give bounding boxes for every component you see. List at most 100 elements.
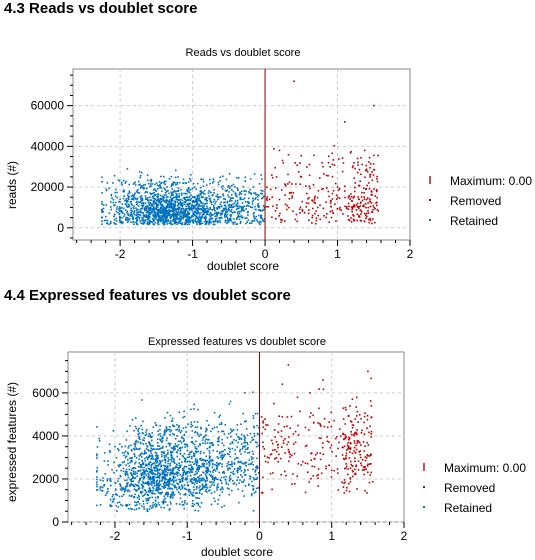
data-point — [151, 477, 153, 480]
data-point — [114, 201, 117, 204]
data-point — [344, 406, 347, 409]
data-point — [147, 196, 149, 199]
data-point — [167, 214, 169, 217]
data-point — [217, 444, 220, 446]
data-point — [160, 460, 162, 463]
data-point — [133, 472, 135, 474]
data-point — [178, 425, 180, 427]
data-point — [150, 183, 152, 185]
data-point — [198, 468, 200, 470]
data-point — [138, 470, 141, 472]
data-point — [264, 428, 266, 431]
data-point — [149, 435, 152, 438]
data-point — [174, 217, 177, 220]
data-point — [122, 488, 124, 491]
data-point — [251, 201, 254, 203]
data-point — [169, 496, 172, 498]
data-point — [309, 392, 311, 394]
data-point — [138, 201, 140, 203]
data-point — [122, 179, 125, 182]
data-point — [256, 219, 258, 221]
data-point — [192, 222, 195, 224]
data-point — [191, 440, 193, 443]
data-point — [119, 221, 121, 224]
data-point — [330, 411, 332, 414]
data-point — [128, 183, 130, 186]
data-point — [165, 478, 167, 481]
data-point — [119, 216, 121, 218]
data-point — [347, 218, 350, 221]
data-point — [224, 212, 227, 215]
data-point — [144, 220, 146, 222]
data-point — [168, 481, 171, 483]
data-point — [124, 474, 127, 477]
data-point — [313, 201, 315, 204]
data-point — [286, 208, 288, 211]
data-point — [205, 463, 208, 465]
data-point — [162, 199, 164, 202]
data-point — [190, 451, 192, 453]
data-point — [150, 202, 152, 205]
data-point — [203, 471, 205, 474]
data-point — [246, 221, 248, 223]
data-point — [130, 484, 132, 486]
data-point — [254, 471, 256, 473]
data-point — [157, 497, 159, 499]
data-point — [206, 429, 208, 431]
data-point — [244, 176, 247, 178]
data-point — [211, 478, 214, 481]
data-point — [367, 202, 369, 204]
data-point — [353, 177, 355, 179]
data-point — [347, 473, 349, 476]
data-point — [219, 456, 222, 458]
data-point — [253, 215, 255, 217]
data-point — [237, 457, 239, 459]
data-point — [323, 425, 326, 428]
data-point — [179, 453, 181, 455]
data-point — [142, 218, 144, 220]
data-point — [292, 433, 295, 435]
data-point — [178, 486, 181, 488]
data-point — [157, 448, 160, 450]
data-point — [192, 442, 194, 445]
data-point — [100, 486, 102, 488]
data-point — [115, 195, 117, 198]
data-point — [174, 486, 176, 489]
data-point — [186, 472, 189, 475]
data-point — [219, 221, 222, 224]
x-tick-label: 1 — [334, 247, 341, 261]
data-point — [346, 487, 348, 489]
data-point — [342, 433, 345, 436]
data-point — [170, 447, 173, 449]
data-point — [146, 429, 148, 431]
data-point — [127, 453, 129, 455]
data-point — [316, 452, 319, 454]
data-point — [124, 479, 126, 482]
data-point — [181, 202, 184, 205]
data-point — [256, 441, 258, 444]
data-point — [178, 464, 181, 467]
data-point — [240, 198, 243, 201]
data-point — [204, 440, 207, 442]
data-point — [205, 438, 207, 440]
data-point — [197, 207, 200, 210]
data-point — [261, 492, 264, 494]
data-point — [178, 466, 181, 469]
data-point — [149, 505, 151, 507]
data-point — [284, 220, 286, 222]
data-point — [180, 464, 182, 467]
data-point — [148, 222, 150, 225]
data-point — [223, 470, 225, 473]
data-point — [154, 503, 157, 505]
data-point — [336, 468, 339, 470]
data-point — [198, 475, 201, 477]
data-point — [221, 463, 223, 465]
data-point — [161, 476, 164, 478]
data-point — [121, 504, 124, 507]
data-point — [200, 205, 202, 207]
data-point — [163, 188, 166, 190]
data-point — [154, 451, 157, 454]
data-point — [135, 440, 137, 443]
data-point — [131, 461, 133, 463]
data-point — [142, 503, 145, 505]
